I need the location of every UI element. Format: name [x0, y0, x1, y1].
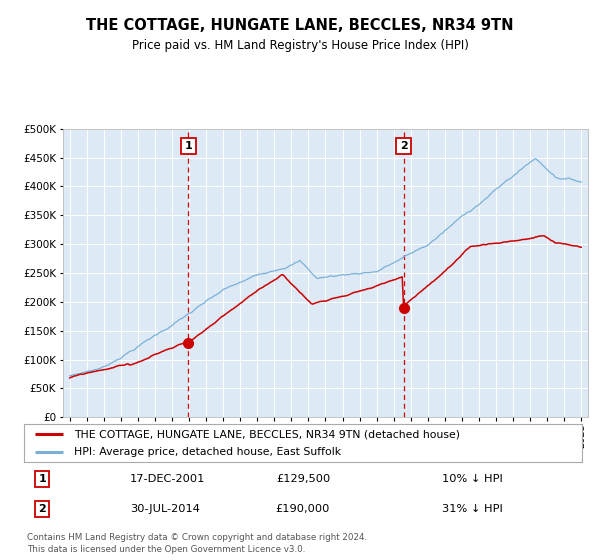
Text: £129,500: £129,500 [276, 474, 330, 484]
Text: £190,000: £190,000 [276, 504, 330, 514]
Text: THE COTTAGE, HUNGATE LANE, BECCLES, NR34 9TN (detached house): THE COTTAGE, HUNGATE LANE, BECCLES, NR34… [74, 429, 460, 439]
Text: 2: 2 [38, 504, 46, 514]
Text: HPI: Average price, detached house, East Suffolk: HPI: Average price, detached house, East… [74, 447, 341, 457]
Text: Price paid vs. HM Land Registry's House Price Index (HPI): Price paid vs. HM Land Registry's House … [131, 39, 469, 53]
Text: Contains HM Land Registry data © Crown copyright and database right 2024.
This d: Contains HM Land Registry data © Crown c… [27, 533, 367, 554]
Text: 1: 1 [185, 141, 193, 151]
Text: 30-JUL-2014: 30-JUL-2014 [130, 504, 200, 514]
Text: 17-DEC-2001: 17-DEC-2001 [130, 474, 205, 484]
Text: THE COTTAGE, HUNGATE LANE, BECCLES, NR34 9TN: THE COTTAGE, HUNGATE LANE, BECCLES, NR34… [86, 18, 514, 32]
Text: 31% ↓ HPI: 31% ↓ HPI [443, 504, 503, 514]
Text: 1: 1 [38, 474, 46, 484]
Text: 10% ↓ HPI: 10% ↓ HPI [443, 474, 503, 484]
Text: 2: 2 [400, 141, 407, 151]
